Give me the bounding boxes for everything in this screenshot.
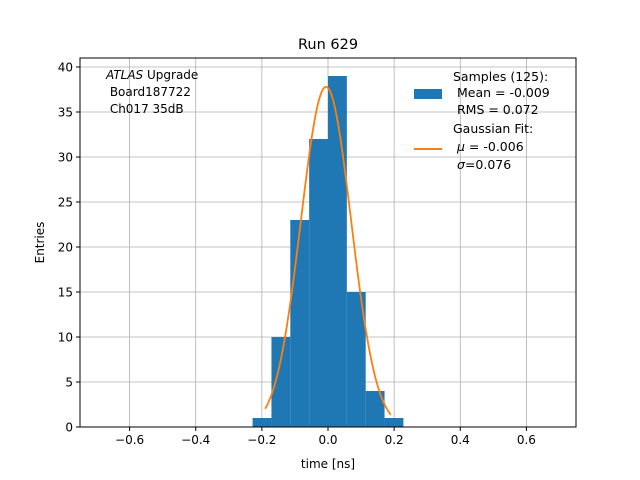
y-tick-label: 10 [58, 331, 73, 345]
x-tick-label: −0.6 [115, 433, 144, 447]
legend-fit-mu-symbol: μ [456, 139, 465, 154]
legend-samples-label: Samples (125): [453, 69, 548, 84]
x-tick-label: 0.2 [385, 433, 404, 447]
y-tick-label: 35 [58, 106, 73, 120]
y-tick-label: 15 [58, 286, 73, 300]
legend-samples-patch [414, 89, 442, 99]
histogram-bar [384, 418, 404, 427]
histogram-bar [328, 76, 347, 427]
annotation-suffix: Upgrade [143, 68, 198, 82]
y-tick-label: 5 [65, 376, 73, 390]
fit-curve [264, 85, 392, 416]
x-axis-label: time [ns] [301, 457, 355, 471]
legend-fit-mu-value: = -0.006 [465, 139, 524, 154]
y-tick-label: 40 [58, 61, 73, 75]
annotation-experiment: ATLAS [105, 68, 144, 82]
histogram-bars [252, 76, 404, 427]
y-axis-ticks: 0 5 10 15 20 25 30 35 40 [58, 61, 80, 435]
annotation-channel: Ch017 35dB [106, 102, 184, 116]
legend-fit-sigma: σ=0.076 [457, 157, 511, 172]
legend-fit-mu: μ = -0.006 [456, 139, 524, 154]
legend-fit-sigma-value: =0.076 [465, 157, 511, 172]
x-tick-label: −0.4 [181, 433, 210, 447]
legend-fit-label: Gaussian Fit: [453, 121, 533, 136]
legend-samples-mean: Mean = -0.009 [453, 85, 550, 100]
histogram-bar [271, 337, 291, 427]
x-tick-label: 0.0 [318, 433, 337, 447]
annotation-board: Board187722 [106, 85, 191, 99]
y-axis-label: Entries [33, 222, 47, 264]
y-tick-label: 25 [58, 196, 73, 210]
chart-title: Run 629 [298, 37, 358, 53]
x-tick-label: −0.2 [247, 433, 276, 447]
histogram-bar [252, 418, 272, 427]
x-axis-ticks: −0.6 −0.4 −0.2 0.0 0.2 0.4 0.6 [115, 427, 536, 447]
y-tick-label: 0 [65, 421, 73, 435]
histogram-bar [346, 292, 366, 427]
x-tick-label: 0.4 [451, 433, 470, 447]
gaussian-fit-line [264, 85, 392, 416]
legend-samples-rms: RMS = 0.072 [453, 102, 539, 117]
annotation-line-1: ATLAS Upgrade [105, 68, 198, 82]
y-tick-label: 20 [58, 241, 73, 255]
x-tick-label: 0.6 [517, 433, 536, 447]
histogram-bar [309, 139, 328, 427]
legend-fit-sigma-symbol: σ [457, 157, 466, 172]
histogram-bar [290, 220, 310, 427]
annotation: ATLAS Upgrade Board187722 Ch017 35dB [105, 68, 198, 116]
y-tick-label: 30 [58, 151, 73, 165]
legend: Samples (125): Mean = -0.009 RMS = 0.072… [414, 69, 550, 172]
histogram-bar [365, 391, 385, 427]
